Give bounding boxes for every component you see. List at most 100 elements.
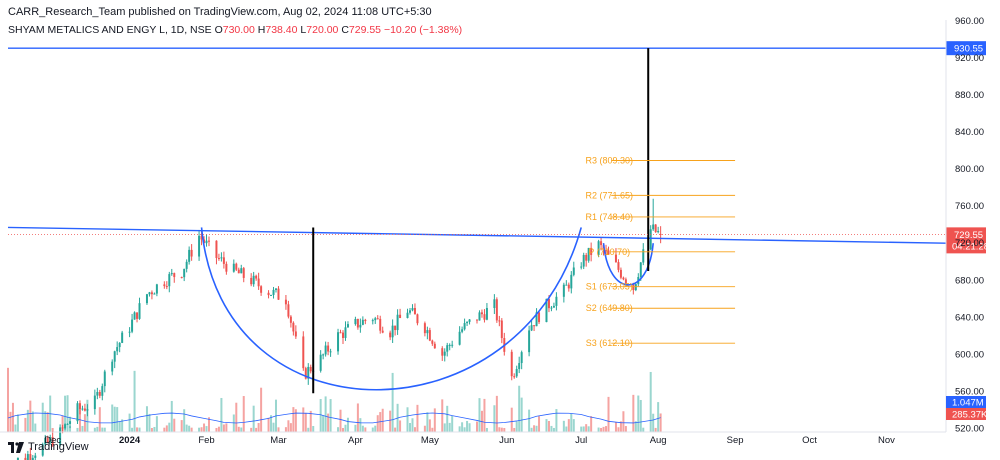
candle-body (518, 363, 521, 370)
volume-tag (946, 396, 986, 408)
candle-body (64, 424, 67, 429)
candle-body (66, 423, 69, 425)
volume-bar (376, 415, 379, 432)
volume-bar (346, 417, 349, 432)
candle-body (431, 340, 434, 344)
volume-bar (64, 395, 67, 432)
volume-bar (98, 407, 101, 432)
time-axis[interactable]: Dec 2024 Feb Mar Apr May Jun Jul Aug Sep Oct Nov (0, 431, 946, 446)
price-tick-label: 840.00 (955, 127, 984, 138)
time-tick-label: Dec (44, 435, 61, 446)
volume-bar (272, 422, 275, 432)
price-tick-label: 880.00 (955, 90, 984, 101)
volume-bar (413, 427, 416, 432)
volume-bar (168, 422, 171, 432)
volume-bar (547, 420, 550, 432)
candle-body (319, 354, 322, 371)
volume-bar (416, 404, 419, 432)
volume-bar (538, 416, 541, 432)
candle-body (619, 269, 622, 278)
volume-bar (289, 423, 292, 432)
candle-body (329, 351, 332, 353)
candle-body (225, 263, 228, 272)
volume-bar (458, 426, 461, 432)
volume-bar (466, 420, 469, 432)
price-tick-label: 960.00 (955, 16, 984, 27)
candle-body (642, 249, 645, 263)
candle-body (614, 254, 617, 263)
candle-body (428, 330, 431, 341)
candle-body (483, 314, 486, 320)
candle-body (538, 312, 541, 323)
volume-bar (617, 427, 620, 432)
candle-body (46, 437, 49, 443)
volume-ma-line (7, 412, 661, 424)
candle-body (272, 289, 275, 295)
volume-bar (116, 407, 119, 432)
volume-bar (136, 427, 139, 432)
candle-body (493, 299, 496, 308)
candle-body (215, 240, 218, 258)
volume-bar (111, 404, 114, 432)
volume-bar (600, 427, 603, 432)
tradingview-logo-icon (8, 441, 24, 453)
candle-body (128, 331, 131, 333)
candle-body (346, 324, 349, 328)
candle-body (356, 318, 359, 328)
volume-bar (66, 395, 69, 432)
candle-body (406, 312, 409, 318)
candle-body (309, 366, 312, 372)
candle-body (500, 320, 503, 339)
volume-bar (552, 427, 555, 432)
volume-bar (411, 418, 414, 432)
candle-body (485, 307, 488, 320)
candle-body (411, 308, 414, 311)
candle-body (289, 316, 292, 323)
candle-body (98, 391, 101, 396)
volume-bar (93, 427, 96, 432)
volume-bar (327, 413, 330, 432)
volume-bar (356, 403, 359, 432)
candle-body (220, 257, 223, 259)
volume-bar (513, 427, 516, 432)
candle-body (81, 408, 84, 410)
volume-bar (607, 396, 610, 432)
volume-bar (545, 419, 548, 432)
volume-bar (339, 409, 342, 432)
volume-bar (451, 416, 454, 432)
candle-body (133, 312, 136, 320)
volume-bar (359, 418, 362, 432)
volume-bar (565, 426, 568, 432)
candle-body (597, 241, 600, 255)
time-tick-label: Apr (348, 435, 363, 446)
low-value: 720.00 (306, 24, 339, 36)
candle-body (96, 391, 99, 396)
volume-bar (463, 427, 466, 432)
volume-bar (128, 413, 131, 432)
price-axis[interactable]: 960.00 920.00 880.00 840.00 800.00 760.00 720.… (945, 16, 988, 435)
volume-bar (605, 426, 608, 432)
candle-body (44, 437, 47, 445)
volume-bar (582, 426, 585, 432)
volume-bar (431, 427, 434, 432)
candle-body (61, 427, 64, 429)
volume-bar (495, 395, 498, 432)
volume-bar (255, 427, 258, 432)
volume-bar (215, 427, 218, 432)
candle-body (426, 330, 429, 334)
high-label: H (257, 24, 266, 36)
candle-body (533, 325, 536, 327)
candle-body (59, 427, 62, 446)
target-price-label: 930.55 (954, 44, 983, 55)
volume-bar (83, 414, 86, 432)
volume-bar (252, 405, 255, 432)
candle-body (433, 343, 436, 349)
volume-bar (170, 400, 173, 432)
pivot-label: P (710.70) (588, 247, 630, 257)
candle-body (16, 457, 19, 460)
candle-body (322, 354, 325, 356)
candle-body (580, 266, 583, 268)
candle-body (284, 299, 287, 305)
